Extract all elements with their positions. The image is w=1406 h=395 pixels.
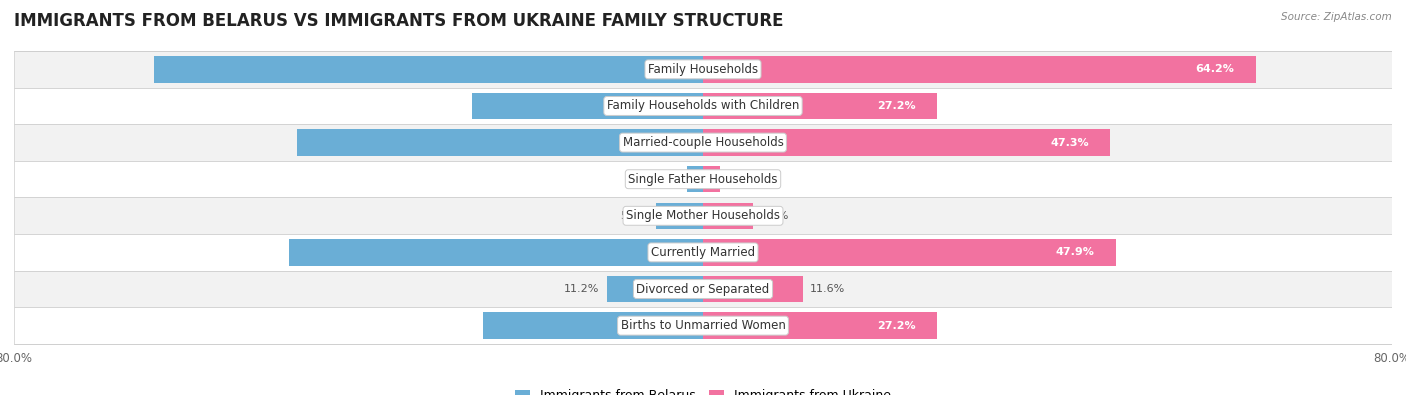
Text: 25.6%: 25.6% <box>682 321 720 331</box>
Text: Divorced or Separated: Divorced or Separated <box>637 282 769 295</box>
Bar <box>686 166 703 192</box>
Bar <box>703 312 938 339</box>
Bar <box>14 307 1392 344</box>
Text: 5.8%: 5.8% <box>759 211 789 221</box>
Text: 2.0%: 2.0% <box>727 174 755 184</box>
Bar <box>606 276 703 302</box>
Text: 47.9%: 47.9% <box>1054 247 1094 258</box>
Bar <box>297 130 703 156</box>
Text: Married-couple Households: Married-couple Households <box>623 136 783 149</box>
Bar <box>14 88 1392 124</box>
Text: IMMIGRANTS FROM BELARUS VS IMMIGRANTS FROM UKRAINE FAMILY STRUCTURE: IMMIGRANTS FROM BELARUS VS IMMIGRANTS FR… <box>14 12 783 30</box>
Bar <box>703 203 754 229</box>
Bar <box>155 56 703 83</box>
Text: Currently Married: Currently Married <box>651 246 755 259</box>
Text: 63.7%: 63.7% <box>682 64 720 74</box>
Text: 47.2%: 47.2% <box>682 137 720 148</box>
Text: Single Mother Households: Single Mother Households <box>626 209 780 222</box>
Text: 27.2%: 27.2% <box>877 101 915 111</box>
Bar <box>703 239 1115 265</box>
Text: Births to Unmarried Women: Births to Unmarried Women <box>620 319 786 332</box>
Text: 27.2%: 27.2% <box>877 321 915 331</box>
Bar <box>14 161 1392 198</box>
Text: Single Father Households: Single Father Households <box>628 173 778 186</box>
Text: 5.5%: 5.5% <box>620 211 648 221</box>
Text: Source: ZipAtlas.com: Source: ZipAtlas.com <box>1281 12 1392 22</box>
Text: Family Households with Children: Family Households with Children <box>607 100 799 113</box>
Bar <box>14 271 1392 307</box>
Bar <box>482 312 703 339</box>
Bar <box>703 56 1256 83</box>
Bar <box>703 276 803 302</box>
Bar <box>14 198 1392 234</box>
Bar <box>288 239 703 265</box>
Text: 47.3%: 47.3% <box>1050 137 1088 148</box>
Text: 64.2%: 64.2% <box>1195 64 1234 74</box>
Legend: Immigrants from Belarus, Immigrants from Ukraine: Immigrants from Belarus, Immigrants from… <box>510 384 896 395</box>
Bar <box>14 124 1392 161</box>
Bar <box>14 51 1392 88</box>
Text: 1.9%: 1.9% <box>651 174 679 184</box>
Text: 11.6%: 11.6% <box>810 284 845 294</box>
Text: 26.8%: 26.8% <box>682 101 720 111</box>
Text: Family Households: Family Households <box>648 63 758 76</box>
Bar <box>655 203 703 229</box>
Bar <box>703 93 938 119</box>
Text: 11.2%: 11.2% <box>564 284 599 294</box>
Bar <box>14 234 1392 271</box>
Bar <box>703 130 1111 156</box>
Bar <box>703 166 720 192</box>
Bar <box>472 93 703 119</box>
Text: 48.1%: 48.1% <box>682 247 720 258</box>
